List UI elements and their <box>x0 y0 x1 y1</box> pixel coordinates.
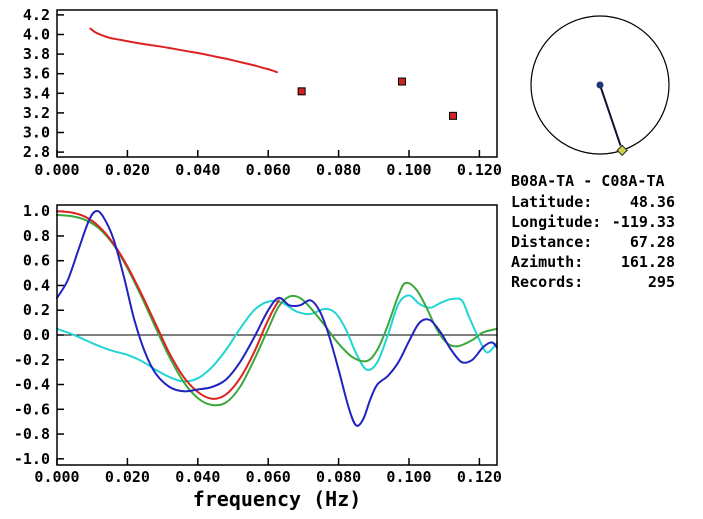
plot-frame <box>56 9 498 158</box>
x-tick-label: 0.040 <box>175 468 220 486</box>
longitude-label: Longitude: <box>511 213 602 231</box>
x-tick-label: 0.000 <box>34 161 79 179</box>
x-tick-label: 0.060 <box>246 468 291 486</box>
info-row-azimuth: Azimuth: 161.28 <box>511 252 675 272</box>
x-tick-label: 0.040 <box>175 161 220 179</box>
phase-velocity-curve <box>89 27 278 74</box>
charts-canvas: 0.000 0.020 0.040 0.060 0.080 0.100 0.1202.83.… <box>14 6 502 511</box>
azimuth-label: Azimuth: <box>511 253 584 271</box>
y-tick-label: 3.0 <box>23 124 50 142</box>
x-tick-label: 0.020 <box>105 161 150 179</box>
x-tick-label: 0.120 <box>457 468 502 486</box>
info-row-longitude: Longitude: -119.33 <box>511 212 675 232</box>
latitude-label: Latitude: <box>511 193 593 211</box>
azimuth-circle <box>530 15 670 155</box>
records-value: 295 <box>647 273 675 291</box>
y-tick-label: 0.6 <box>23 252 50 270</box>
y-tick-label: -0.2 <box>14 351 50 369</box>
y-tick-label: 3.6 <box>23 65 50 83</box>
info-row-latitude: Latitude: 48.36 <box>511 192 675 212</box>
distance-label: Distance: <box>511 233 593 251</box>
x-tick-label: 0.000 <box>34 468 79 486</box>
x-tick-label: 0.020 <box>105 468 150 486</box>
plot-frame <box>56 204 498 466</box>
y-tick-label: 0.8 <box>23 227 50 245</box>
y-tick-label: -0.8 <box>14 425 50 443</box>
distance-value: 67.28 <box>629 233 675 251</box>
y-tick-label: -0.6 <box>14 400 50 418</box>
y-tick-label: 3.2 <box>23 104 50 122</box>
info-row-records: Records: 295 <box>511 272 675 292</box>
latitude-value: 48.36 <box>629 193 675 211</box>
green-trace <box>56 213 498 407</box>
station-a-marker <box>596 81 604 89</box>
picked-point <box>297 87 306 96</box>
red-trace <box>56 210 280 400</box>
x-tick-label: 0.060 <box>246 161 291 179</box>
y-tick-label: 4.2 <box>23 6 50 24</box>
records-label: Records: <box>511 273 584 291</box>
azimuth-diagram <box>530 15 670 157</box>
cyan-trace <box>56 294 498 383</box>
azimuth-line <box>599 84 622 146</box>
station-info: B08A-TA - C08A-TA Latitude: 48.36 Longit… <box>511 171 699 292</box>
x-tick-label: 0.080 <box>316 161 361 179</box>
y-tick-label: 0.4 <box>23 276 50 294</box>
x-tick-label: 0.080 <box>316 468 361 486</box>
y-tick-label: 3.8 <box>23 45 50 63</box>
longitude-value: -119.33 <box>611 213 675 231</box>
x-axis-label: frequency (Hz) <box>193 487 362 511</box>
x-tick-label: 0.120 <box>457 161 502 179</box>
station-pair-title: B08A-TA - C08A-TA <box>511 172 665 190</box>
y-tick-label: 1.0 <box>23 202 50 220</box>
station-b-marker <box>616 144 628 157</box>
waveforms-plot: 0.000 0.020 0.040 0.060 0.080 0.100 0.120 -1.0 -… <box>14 202 502 511</box>
x-tick-label: 0.100 <box>386 161 431 179</box>
x-tick-label: 0.100 <box>386 468 431 486</box>
azimuth-value: 161.28 <box>620 253 675 271</box>
info-row-distance: Distance: 67.28 <box>511 232 675 252</box>
y-tick-label: 3.4 <box>23 84 50 102</box>
dispersion-plot: 0.000 0.020 0.040 0.060 0.080 0.100 0.1202.83.… <box>23 6 502 179</box>
y-tick-label: 0.0 <box>23 326 50 344</box>
y-tick-label: 2.8 <box>23 143 50 161</box>
blue-trace <box>56 209 498 427</box>
picked-point <box>397 77 406 86</box>
y-tick-label: 0.2 <box>23 301 50 319</box>
picked-point <box>449 111 457 120</box>
y-tick-label: 4.0 <box>23 26 50 44</box>
y-tick-label: -0.4 <box>14 376 50 394</box>
y-tick-label: -1.0 <box>14 450 50 468</box>
